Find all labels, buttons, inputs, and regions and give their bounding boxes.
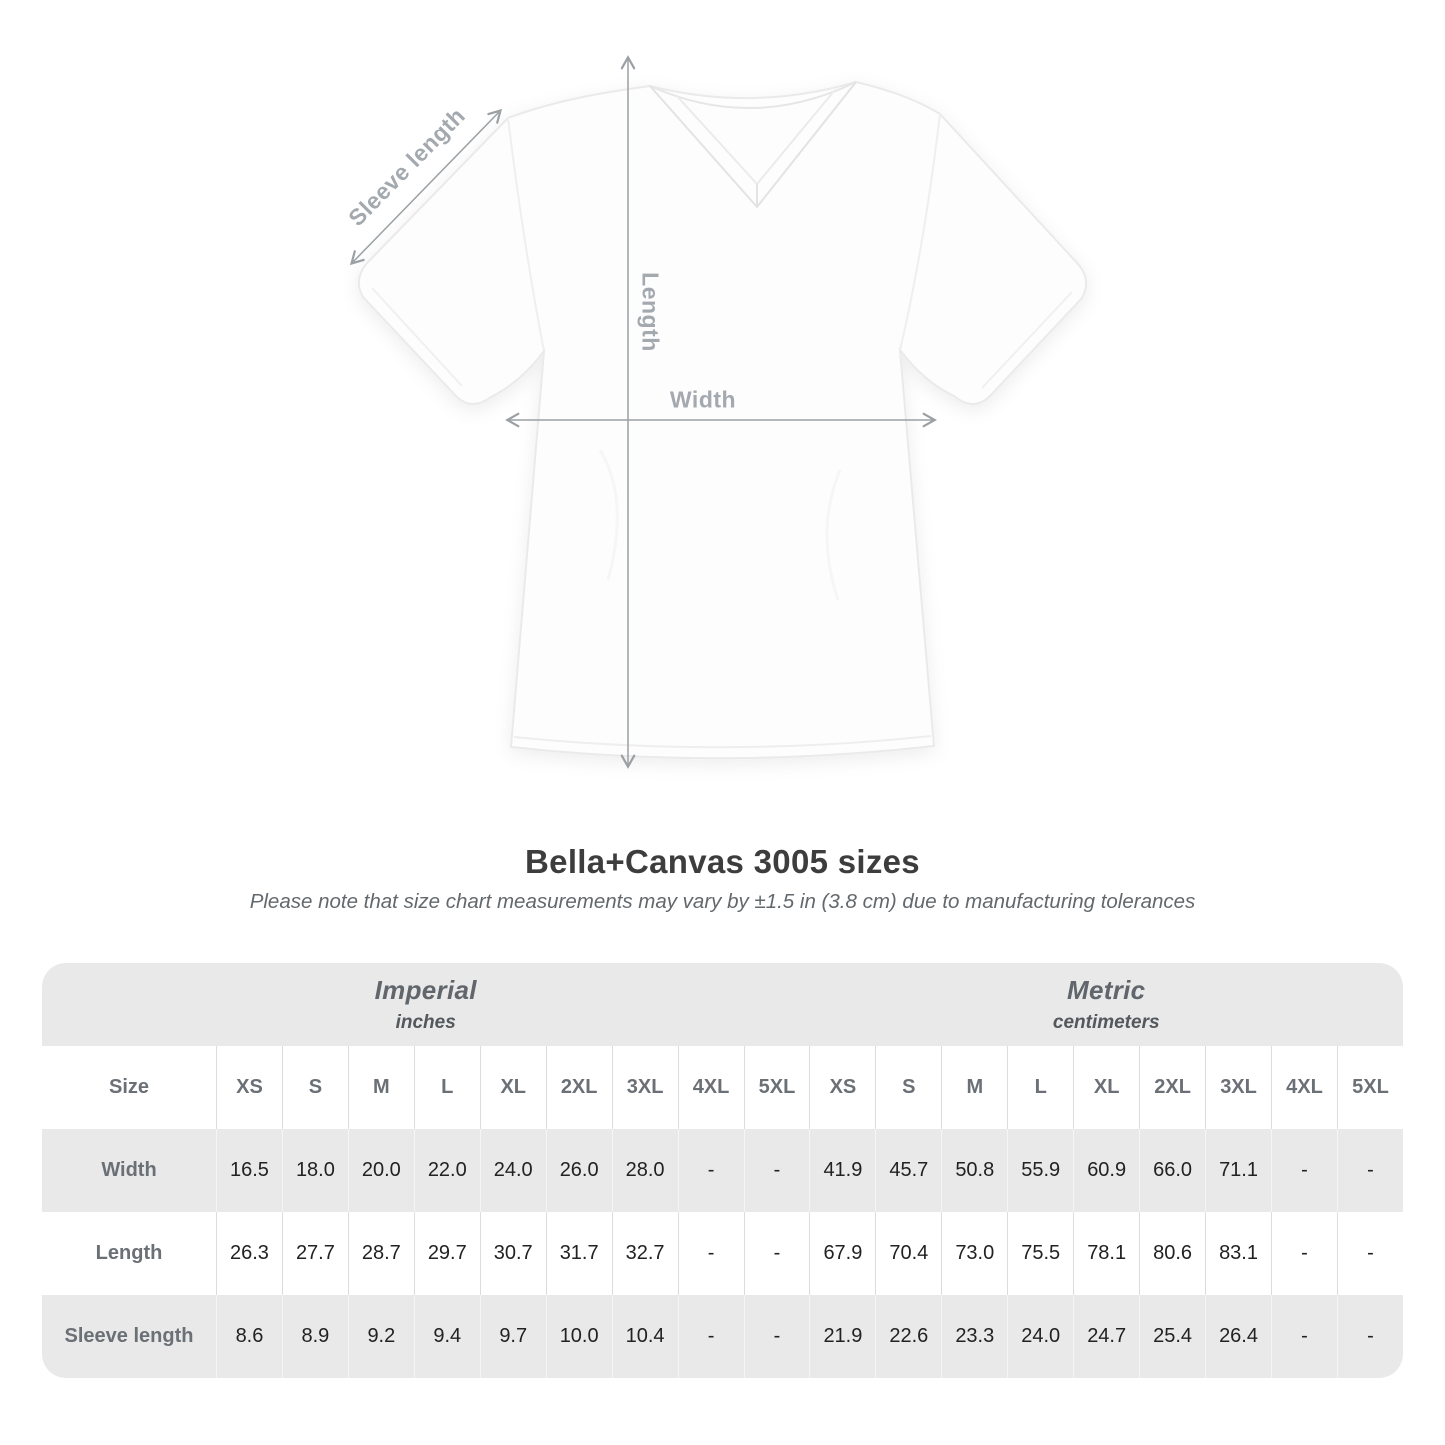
measurement-cell: 9.7 <box>479 1295 546 1378</box>
measurement-cell: 67.9 <box>809 1212 875 1295</box>
measurement-cell: - <box>1336 1212 1403 1295</box>
size-column-header: XS <box>216 1046 282 1129</box>
width-dimension-label: Width <box>669 386 737 413</box>
size-column-header: 2XL <box>545 1046 612 1129</box>
metric-group-title: Metric <box>1067 975 1146 1005</box>
measurement-cell: - <box>743 1129 810 1212</box>
measurement-cell: 31.7 <box>545 1212 612 1295</box>
size-column-header: 3XL <box>611 1046 678 1129</box>
measurement-cell: 16.5 <box>216 1129 282 1212</box>
measurement-cell: 24.0 <box>1007 1295 1073 1378</box>
measurement-cell: - <box>1271 1295 1337 1378</box>
measurement-cell: - <box>677 1295 744 1378</box>
measurement-cell: 26.4 <box>1205 1295 1271 1378</box>
size-column-header: 3XL <box>1205 1046 1271 1129</box>
measurement-cell: 71.1 <box>1205 1129 1271 1212</box>
size-column-header: 5XL <box>743 1046 810 1129</box>
size-column-header: 5XL <box>1336 1046 1403 1129</box>
measurement-cell: - <box>1271 1129 1337 1212</box>
imperial-group-unit: inches <box>395 1012 456 1033</box>
width-row: Width 16.5 18.0 20.0 22.0 24.0 26.0 28.0… <box>42 1129 1403 1212</box>
size-column-header: XS <box>809 1046 875 1129</box>
measurement-cell: 70.4 <box>875 1212 941 1295</box>
measurement-cell: 9.4 <box>413 1295 480 1378</box>
measurement-cell: 24.7 <box>1073 1295 1139 1378</box>
measurement-cell: 10.4 <box>611 1295 678 1378</box>
measurement-cell: 10.0 <box>545 1295 612 1378</box>
measurement-cell: 55.9 <box>1007 1129 1073 1212</box>
length-row: Length 26.3 27.7 28.7 29.7 30.7 31.7 32.… <box>42 1212 1403 1295</box>
measurement-cell: 20.0 <box>347 1129 414 1212</box>
size-column-header: XL <box>1073 1046 1139 1129</box>
measurement-cell: 80.6 <box>1139 1212 1205 1295</box>
measurement-cell: 29.7 <box>413 1212 480 1295</box>
measurement-cell: 75.5 <box>1007 1212 1073 1295</box>
unit-group-header-row: Imperial inches Metric centimeters <box>42 963 1403 1046</box>
measurement-cell: 30.7 <box>479 1212 546 1295</box>
size-column-header: XL <box>479 1046 546 1129</box>
measurement-cell: - <box>1336 1295 1403 1378</box>
size-table-container: Imperial inches Metric centimeters Size … <box>42 963 1403 1378</box>
size-column-header: S <box>875 1046 941 1129</box>
size-column-header: L <box>1007 1046 1073 1129</box>
measurement-cell: - <box>677 1212 744 1295</box>
heading-block: Bella+Canvas 3005 sizes Please note that… <box>0 843 1445 914</box>
measurement-cell: 45.7 <box>875 1129 941 1212</box>
tshirt-graphic <box>349 55 1088 769</box>
page-title: Bella+Canvas 3005 sizes <box>525 843 920 880</box>
measurement-cell: 41.9 <box>809 1129 875 1212</box>
measurement-cell: 28.0 <box>611 1129 678 1212</box>
row-label: Width <box>101 1159 157 1181</box>
measurement-cell: 50.8 <box>941 1129 1007 1212</box>
size-header-label: Size <box>108 1076 150 1098</box>
imperial-group-header: Imperial inches <box>42 963 810 1046</box>
size-column-header: 4XL <box>1271 1046 1337 1129</box>
measurement-cell: - <box>743 1295 810 1378</box>
measurement-cell: - <box>1336 1129 1403 1212</box>
measurement-cell: 18.0 <box>281 1129 348 1212</box>
measurement-cell: 66.0 <box>1139 1129 1205 1212</box>
measurement-cell: - <box>743 1212 810 1295</box>
sleeve-length-arrow <box>349 108 503 266</box>
measurement-cell: 78.1 <box>1073 1212 1139 1295</box>
measurement-cell: 27.7 <box>281 1212 348 1295</box>
measurement-cell: 8.9 <box>281 1295 348 1378</box>
measurement-cell: 26.0 <box>545 1129 612 1212</box>
measurement-cell: 26.3 <box>216 1212 282 1295</box>
size-column-header: M <box>347 1046 414 1129</box>
size-table: Imperial inches Metric centimeters Size … <box>42 963 1403 1378</box>
row-label: Sleeve length <box>64 1325 194 1347</box>
measurement-cell: 73.0 <box>941 1212 1007 1295</box>
measurement-cell: - <box>1271 1212 1337 1295</box>
size-column-header: 4XL <box>677 1046 744 1129</box>
length-dimension-label: Length <box>637 272 664 352</box>
measurement-cell: 22.6 <box>875 1295 941 1378</box>
size-column-header: L <box>413 1046 480 1129</box>
measurement-cell: - <box>677 1129 744 1212</box>
imperial-group-title: Imperial <box>374 975 477 1005</box>
measurement-cell: 8.6 <box>216 1295 282 1378</box>
measurement-cell: 32.7 <box>611 1212 678 1295</box>
size-column-header: 2XL <box>1139 1046 1205 1129</box>
tshirt-measurement-diagram: Sleeve length Length Width <box>343 55 1088 769</box>
size-column-header: M <box>941 1046 1007 1129</box>
measurement-cell: 24.0 <box>479 1129 546 1212</box>
measurement-cell: 28.7 <box>347 1212 414 1295</box>
measurement-cell: 83.1 <box>1205 1212 1271 1295</box>
measurement-cell: 25.4 <box>1139 1295 1205 1378</box>
tolerance-note: Please note that size chart measurements… <box>249 890 1196 913</box>
metric-group-unit: centimeters <box>1052 1012 1160 1033</box>
metric-group-header: Metric centimeters <box>809 963 1403 1046</box>
sleeve-length-row: Sleeve length 8.6 8.9 9.2 9.4 9.7 10.0 1… <box>42 1295 1403 1378</box>
size-header-row: Size XS S M L XL 2XL 3XL 4XL 5XL XS S M … <box>42 1046 1403 1129</box>
measurement-cell: 22.0 <box>413 1129 480 1212</box>
size-column-header: S <box>281 1046 348 1129</box>
row-label: Length <box>95 1242 163 1264</box>
measurement-cell: 23.3 <box>941 1295 1007 1378</box>
measurement-cell: 9.2 <box>347 1295 414 1378</box>
measurement-cell: 21.9 <box>809 1295 875 1378</box>
measurement-cell: 60.9 <box>1073 1129 1139 1212</box>
